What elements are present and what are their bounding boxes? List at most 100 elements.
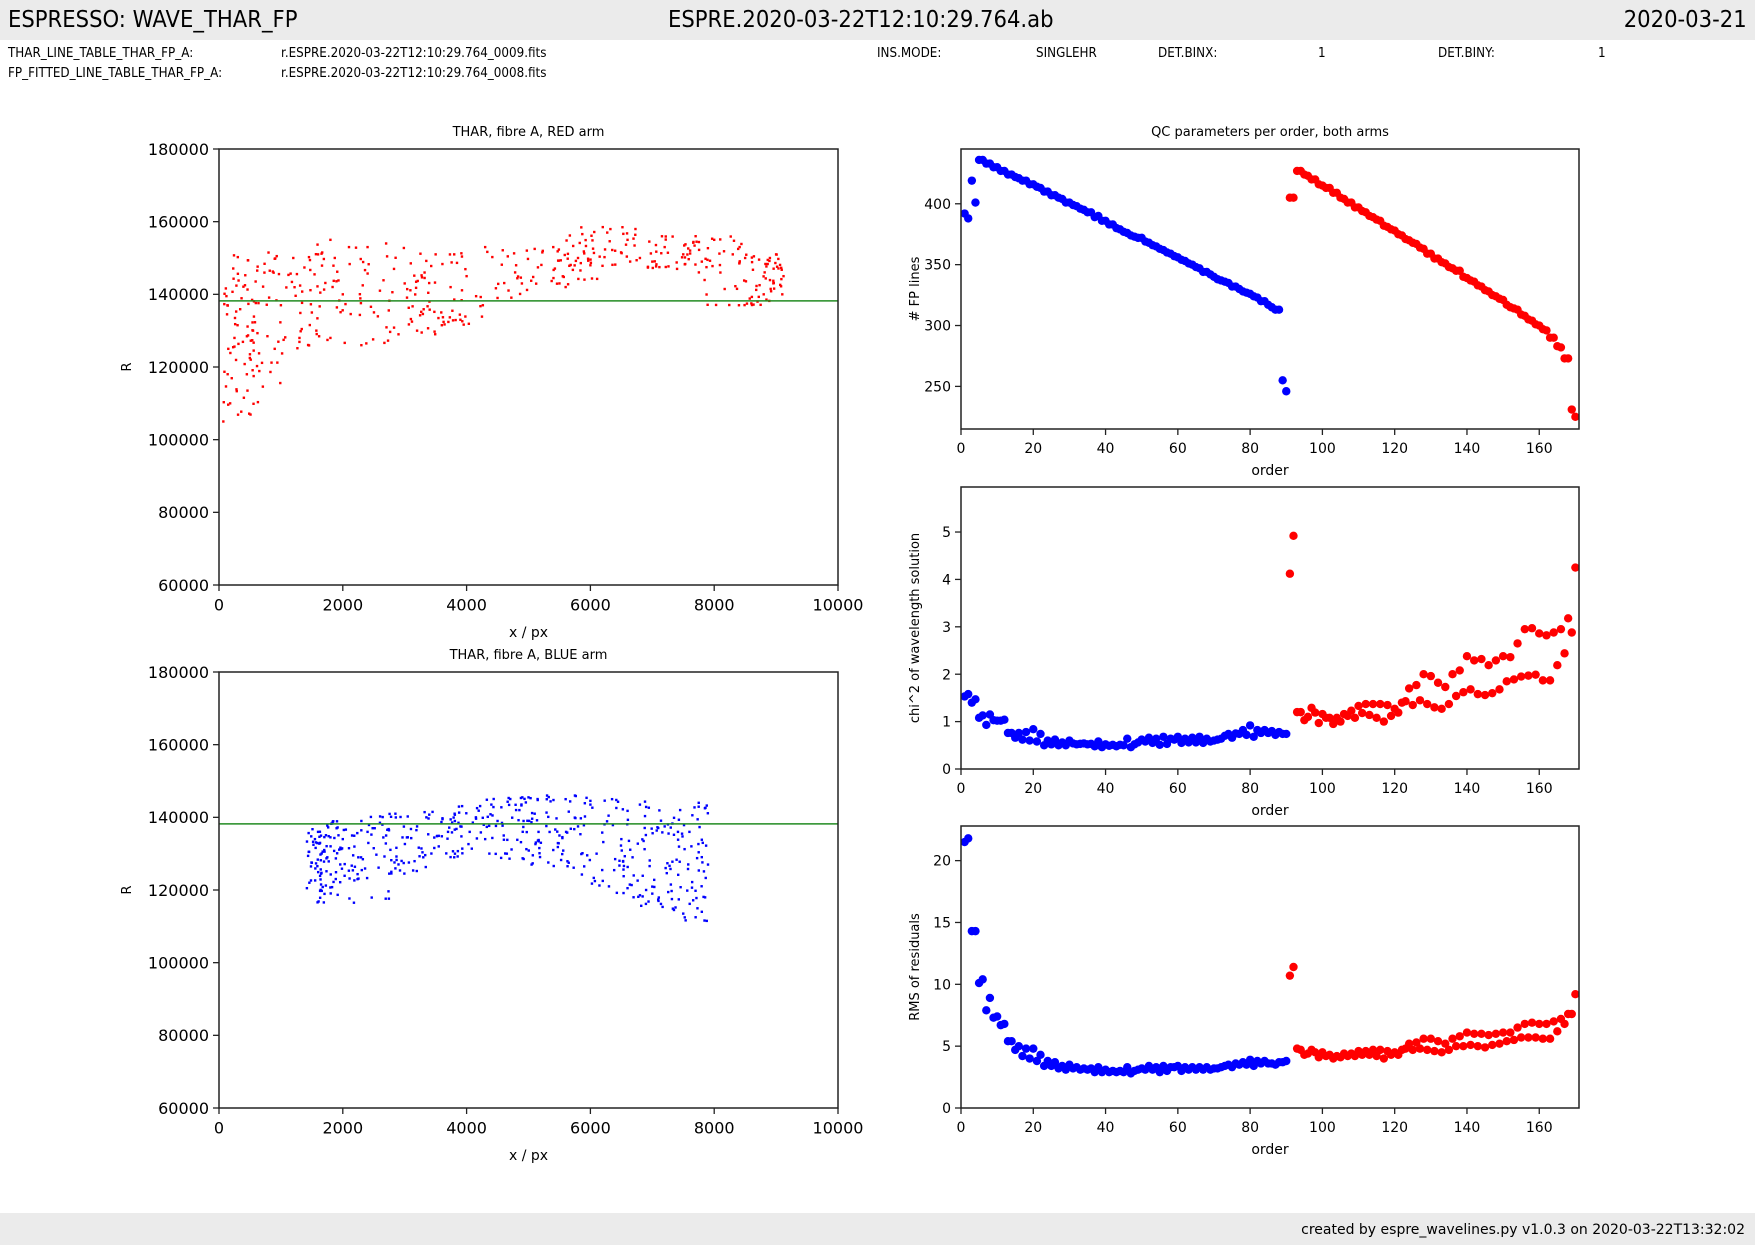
point-blue <box>653 878 656 882</box>
x-tick-label: 140 <box>1454 441 1481 457</box>
point-blue <box>1245 1055 1255 1064</box>
point-red <box>1520 1019 1529 1029</box>
point-red <box>440 324 444 327</box>
point-blue <box>1025 1054 1034 1063</box>
point-blue <box>1000 1019 1009 1029</box>
point-blue <box>326 826 330 829</box>
point-blue <box>471 821 475 824</box>
point-blue <box>325 857 328 860</box>
point-blue <box>671 907 675 910</box>
point-red <box>320 252 323 255</box>
point-red <box>320 264 324 267</box>
point-red <box>300 290 304 293</box>
point-red <box>513 271 517 274</box>
point-blue <box>700 838 704 841</box>
point-red <box>556 250 559 253</box>
point-blue <box>659 819 663 822</box>
y-tick-label: 140000 <box>148 808 209 827</box>
point-red <box>1451 691 1461 701</box>
point-red <box>231 346 235 349</box>
point-red <box>269 370 272 374</box>
point-blue <box>539 841 543 844</box>
point-blue <box>387 890 390 893</box>
point-blue <box>547 815 550 819</box>
point-red <box>768 256 772 260</box>
point-red <box>382 279 385 282</box>
point-blue <box>558 834 561 837</box>
point-red <box>337 279 340 282</box>
data-points <box>961 531 1579 752</box>
point-red <box>244 274 247 277</box>
point-red <box>577 277 580 281</box>
point-blue <box>425 816 428 819</box>
y-tick-label: 1 <box>942 715 951 731</box>
point-red <box>280 352 284 355</box>
point-red <box>279 381 282 385</box>
point-red <box>420 331 423 334</box>
header-date: 2020-03-21 <box>1624 7 1747 33</box>
point-red <box>683 256 687 259</box>
point-red <box>481 304 485 307</box>
point-red <box>769 290 773 293</box>
point-red <box>1480 1043 1490 1052</box>
x-tick-label: 20 <box>1024 781 1042 797</box>
point-blue <box>644 833 648 837</box>
point-blue <box>964 834 973 843</box>
point-blue <box>636 842 640 845</box>
point-red <box>714 303 718 307</box>
point-blue <box>643 826 646 830</box>
point-red <box>663 245 666 249</box>
point-red <box>333 256 336 260</box>
point-blue <box>667 832 670 835</box>
point-blue <box>559 858 563 862</box>
point-red <box>409 317 413 321</box>
data-points <box>305 794 710 923</box>
chart-qc_chi2: 0 1 2 3 4 5 0 20 40 60 80 100 120 140 160 order chi^2 of… <box>908 486 1580 819</box>
point-red <box>236 255 240 259</box>
point-blue <box>537 830 540 834</box>
point-red <box>1451 1041 1461 1051</box>
point-blue <box>334 857 338 860</box>
point-blue <box>630 883 633 887</box>
point-red <box>693 244 696 247</box>
point-red <box>319 291 322 294</box>
point-blue <box>322 860 326 863</box>
point-blue <box>319 834 323 837</box>
point-red <box>363 268 367 272</box>
point-blue <box>1123 734 1132 743</box>
point-blue <box>697 851 700 854</box>
point-blue <box>680 832 684 835</box>
point-red <box>519 276 523 279</box>
point-red <box>361 284 364 287</box>
point-red <box>233 345 236 348</box>
point-blue <box>377 866 380 869</box>
point-red <box>392 326 396 329</box>
footer-text: created by espre_wavelines.py v1.0.3 on … <box>1301 1222 1745 1238</box>
point-blue <box>378 821 382 824</box>
point-red <box>565 239 568 242</box>
point-red <box>223 292 226 295</box>
point-red <box>750 256 754 259</box>
point-red <box>706 303 709 307</box>
point-blue <box>312 843 315 846</box>
point-red <box>310 311 314 314</box>
point-blue <box>353 845 356 848</box>
point-red <box>316 317 319 320</box>
point-blue <box>344 828 348 831</box>
point-red <box>413 274 416 277</box>
point-blue <box>674 906 677 909</box>
point-blue <box>1014 728 1024 738</box>
point-red <box>365 342 368 345</box>
point-blue <box>648 859 651 862</box>
x-tick-label: 80 <box>1241 441 1259 457</box>
point-red <box>236 413 240 416</box>
point-blue <box>483 837 487 841</box>
point-red <box>1563 614 1573 623</box>
point-red <box>378 289 382 292</box>
point-red <box>1423 1045 1432 1055</box>
y-tick-label: 5 <box>942 1039 951 1055</box>
point-blue <box>602 840 605 844</box>
point-red <box>1361 699 1370 709</box>
point-blue <box>339 863 342 866</box>
point-blue <box>615 798 618 802</box>
